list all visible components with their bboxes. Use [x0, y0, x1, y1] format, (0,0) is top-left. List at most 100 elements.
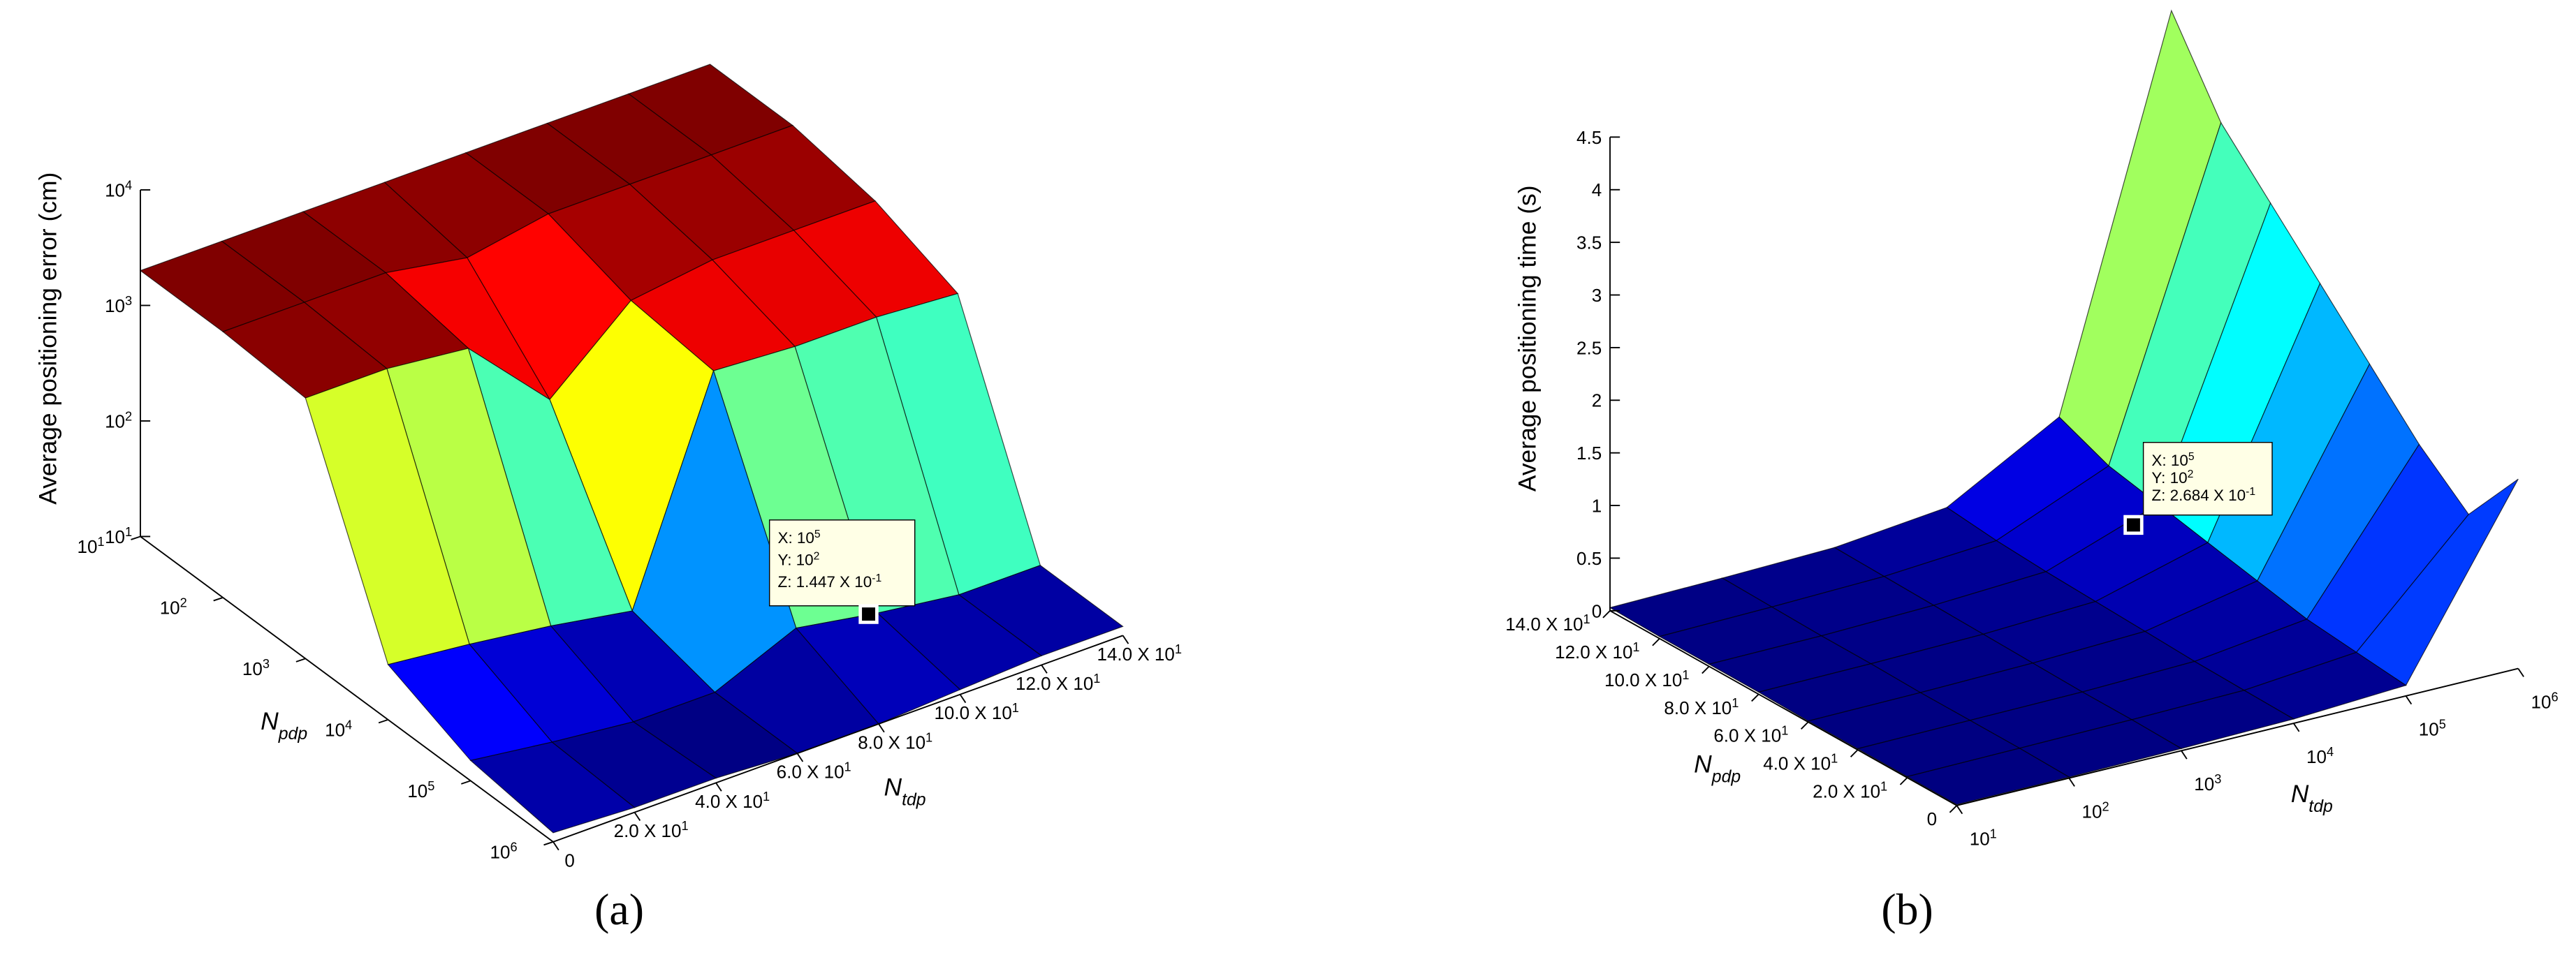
y-tick-label-base: 14.0 X 10 — [1505, 614, 1583, 635]
y-tick — [461, 780, 471, 785]
datatip-line-base: Y: 10 — [2151, 469, 2187, 487]
x-tick-label-base: 10 — [2306, 746, 2327, 767]
y-tick-label-sup: 1 — [1732, 696, 1739, 710]
z-tick-label: 1 — [1592, 496, 1602, 517]
y-tick-label: 12.0 X 101 — [1555, 640, 1639, 663]
y-tick-label: 106 — [490, 840, 518, 862]
x-tick-label-base: 2.0 X 10 — [614, 820, 682, 841]
datatip-line: X: 105 — [2151, 450, 2194, 469]
y-tick-label: 10.0 X 101 — [1604, 668, 1689, 690]
x-tick-label: 103 — [2194, 772, 2221, 794]
y-tick-label-base: 4.0 X 10 — [1763, 753, 1831, 774]
z-tick-label-base: 10 — [105, 179, 125, 200]
y-tick — [543, 841, 554, 846]
x-tick — [2181, 750, 2188, 760]
x-tick-label: 2.0 X 101 — [614, 819, 689, 841]
datatip-line-base: X: 10 — [2151, 452, 2188, 469]
x-axis-title: Ntdp — [884, 774, 925, 810]
x-tick-label-base: 10 — [2531, 691, 2552, 712]
y-tick-label: 101 — [78, 535, 105, 557]
z-tick-label: 103 — [105, 294, 132, 316]
y-axis-line — [1609, 610, 1957, 806]
y-tick-label-base: 8.0 X 10 — [1664, 697, 1732, 718]
y-tick-label-base: 10 — [407, 781, 427, 801]
y-tick-label-base: 2.0 X 10 — [1813, 781, 1880, 801]
z-tick-label-sup: 3 — [125, 294, 132, 308]
x-axis-title-base: N — [2291, 780, 2309, 808]
datatip-line-sup: 5 — [814, 528, 821, 540]
y-tick-label-base: 10 — [242, 658, 263, 679]
x-tick — [2292, 723, 2300, 732]
y-tick-label: 6.0 X 101 — [1713, 724, 1788, 746]
panel-label: (a) — [594, 885, 644, 934]
x-tick-label: 102 — [2082, 799, 2109, 822]
y-tick-label-sup: 3 — [263, 657, 270, 671]
y-tick-label-base: 10 — [78, 536, 98, 557]
x-tick-label-base: 10 — [1970, 829, 1990, 850]
x-tick — [878, 723, 885, 733]
y-tick — [1652, 638, 1660, 646]
datatip-marker — [2123, 515, 2144, 535]
datatip-line-base: Y: 10 — [777, 551, 813, 568]
x-tick-label-base: 4.0 X 10 — [695, 791, 763, 812]
x-axis-line — [552, 635, 1123, 843]
y-tick-label: 2.0 X 101 — [1813, 779, 1887, 801]
x-tick-label-sup: 1 — [763, 790, 770, 804]
y-tick-label: 103 — [242, 657, 270, 679]
y-tick — [1702, 665, 1710, 674]
x-tick-label-sup: 1 — [681, 819, 688, 833]
y-tick-label-sup: 1 — [1831, 751, 1838, 765]
x-tick-label: 104 — [2306, 745, 2334, 767]
y-tick-label-base: 10 — [325, 720, 345, 741]
x-tick-label-base: 10.0 X 10 — [934, 702, 1011, 723]
y-tick-label-sup: 2 — [180, 596, 187, 610]
x-tick-label-base: 12.0 X 10 — [1016, 673, 1093, 694]
y-tick-label-sup: 4 — [345, 718, 352, 732]
datatip-line-sup: 5 — [2188, 450, 2195, 462]
y-tick-label-sup: 1 — [97, 535, 104, 549]
x-tick-label: 12.0 X 101 — [1016, 672, 1100, 694]
z-tick-label: 0.5 — [1576, 548, 1602, 569]
datatip-line-base: X: 10 — [777, 529, 814, 547]
datatip-line-sup: -1 — [2246, 486, 2255, 498]
x-tick-label: 101 — [1970, 827, 1997, 850]
datatip-line-sup: -1 — [872, 572, 881, 584]
y-axis-title-sub: pdp — [1711, 767, 1741, 786]
y-axis-title-base: N — [1694, 750, 1712, 778]
z-tick-label: 0 — [1592, 600, 1602, 621]
y-axis-title: Npdp — [1694, 750, 1741, 787]
x-tick — [2068, 778, 2075, 787]
y-tick-label-sup: 1 — [1583, 612, 1590, 626]
y-axis-title-base: N — [261, 707, 279, 735]
z-tick-label: 4 — [1592, 179, 1602, 200]
y-axis-title: Npdp — [261, 707, 307, 744]
z-tick-label-base: 10 — [105, 295, 125, 316]
x-tick — [715, 782, 722, 792]
y-tick-label-base: 6.0 X 10 — [1713, 725, 1781, 746]
y-tick — [1949, 805, 1958, 813]
x-tick-label-base: 8.0 X 10 — [858, 732, 925, 753]
y-tick-label-sup: 6 — [510, 840, 517, 854]
x-axis-title-sub: tdp — [902, 790, 926, 809]
x-tick-label: 0 — [564, 850, 574, 871]
x-tick — [1041, 665, 1048, 674]
x-tick — [2517, 668, 2524, 677]
x-tick-label-sup: 1 — [844, 760, 851, 774]
x-tick-label-sup: 1 — [1012, 701, 1019, 715]
x-tick-label-sup: 6 — [2551, 690, 2558, 704]
z-tick-label: 104 — [105, 178, 132, 200]
y-tick — [378, 718, 388, 724]
datatip-line-base: Z: 2.684 X 10 — [2151, 487, 2246, 504]
x-tick-label: 14.0 X 101 — [1097, 642, 1182, 665]
y-axis-line — [140, 535, 554, 843]
x-tick-label-base: 10 — [2082, 801, 2102, 822]
z-tick-label: 4.5 — [1576, 127, 1602, 148]
y-tick — [213, 597, 224, 602]
z-axis-title: Average positioning error (cm) — [34, 172, 61, 505]
x-axis-title-base: N — [884, 774, 902, 801]
x-axis-line — [1956, 667, 2519, 806]
z-tick-label-sup: 2 — [125, 409, 132, 423]
datatip-line: Y: 102 — [2151, 468, 2193, 487]
x-tick-label: 105 — [2419, 718, 2446, 740]
